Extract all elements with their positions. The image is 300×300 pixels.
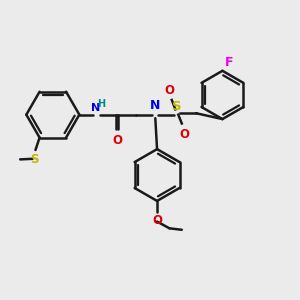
Text: O: O — [164, 84, 174, 97]
Text: S: S — [30, 153, 38, 166]
Text: O: O — [112, 134, 122, 146]
Text: H: H — [97, 99, 105, 110]
Text: N: N — [149, 99, 160, 112]
Text: N: N — [92, 103, 101, 112]
Text: O: O — [179, 128, 190, 141]
Text: F: F — [225, 56, 233, 69]
Text: S: S — [172, 100, 182, 112]
Text: O: O — [152, 214, 162, 227]
